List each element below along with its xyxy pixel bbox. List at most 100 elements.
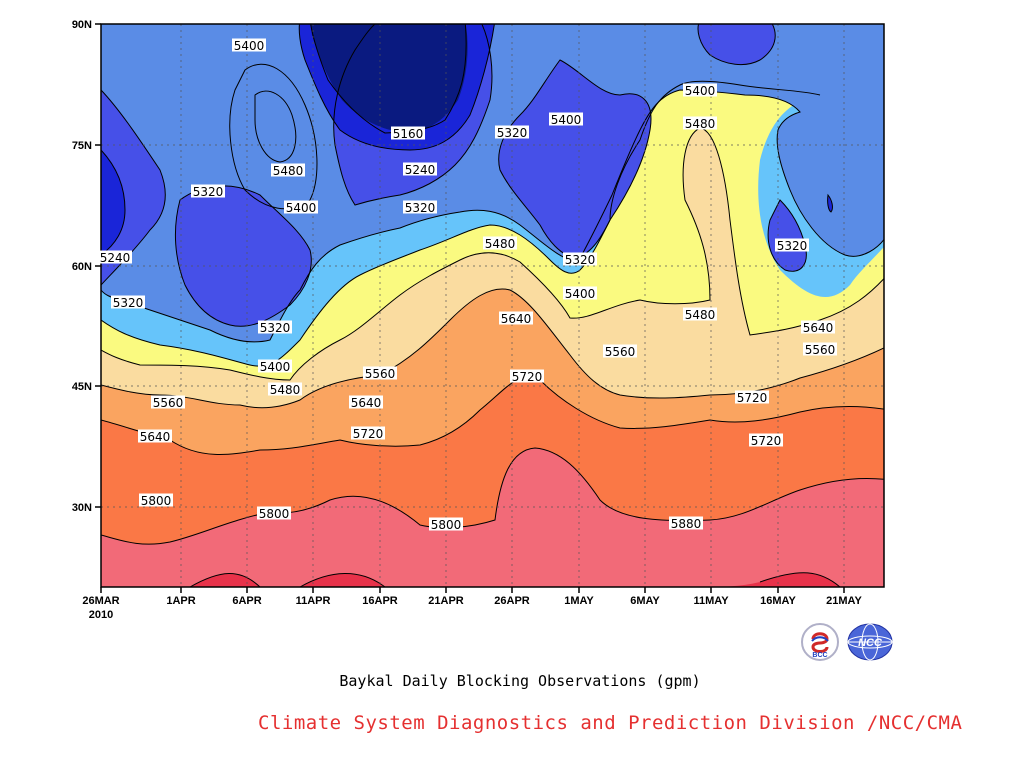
x-tick-label: 16MAY [760,595,796,607]
contour-label: 5480 [685,117,716,131]
contour-label: 5640 [501,312,532,326]
x-axis-labels: 26MAR 1APR 6APR 11APR 16APR 21APR 26APR … [82,595,862,621]
contour-label: 5320 [497,126,528,140]
bcc-logo: BCC [800,622,840,662]
bcc-logo-text: BCC [812,652,827,659]
contour-label-bg [268,382,302,396]
x-tick-label: 6APR [232,595,261,607]
contour-label: 5400 [685,84,716,98]
contour-label: 5320 [405,201,436,215]
contour-label-bg [563,286,597,300]
contour-label-bg [669,516,703,530]
x-tick-label: 21MAY [826,595,862,607]
contour-label-bg [803,342,837,356]
contour-label-bg [403,162,437,176]
contour-label-bg [563,252,597,266]
contour-label: 5560 [153,396,184,410]
contour-label: 5400 [551,113,582,127]
x-tick-label: 11MAY [693,595,729,607]
contour-label: 5320 [777,239,808,253]
contour-label-bg [191,184,225,198]
x-tick-label: 26MAR [82,595,119,607]
contour-5720 [101,376,884,455]
contour-label-bg [271,163,305,177]
contour-label: 5400 [260,360,291,374]
x-axis-ticks [100,587,845,593]
contour-label-bg [351,426,385,440]
contour-label-bg [98,250,132,264]
contour-label-bg [403,200,437,214]
y-tick-label: 30N [72,502,92,514]
y-tick-label: 75N [72,140,92,152]
contour-label-bg [735,390,769,404]
contour-label-bg [111,295,145,309]
contour-label-bg [232,38,266,52]
plot-frame [100,23,885,588]
contour-label: 5640 [351,396,382,410]
contour-label-bg [258,320,292,334]
contour-label: 5160 [393,127,424,141]
contour-label: 5560 [365,367,396,381]
contour-5800 [101,447,884,545]
contour-label-bg [510,369,544,383]
contour-label: 5720 [512,370,543,384]
x-tick-label: 21APR [428,595,464,607]
contour-label-bg [549,112,583,126]
contour-5880 [189,572,841,587]
contour-label: 5800 [431,518,462,532]
contour-label: 5720 [737,391,768,405]
x-tick-label: 16APR [362,595,398,607]
x-tick-label: 6MAY [630,595,660,607]
contour-label: 5560 [605,345,636,359]
contour-label: 5720 [751,434,782,448]
x-tick-label: 1MAY [564,595,594,607]
x-year-label: 2010 [89,609,113,621]
grid-lines [101,24,884,587]
contour-label-bg [683,83,717,97]
ncc-logo-text: NCC [858,637,883,649]
contour-label: 5480 [485,237,516,251]
x-tick-label: 26APR [494,595,530,607]
contour-label-bg [749,433,783,447]
x-tick-label: 11APR [296,595,331,607]
contour-5560 [101,127,884,381]
contour-label: 5800 [141,494,172,508]
contour-label: 5560 [805,343,836,357]
contour-label: 5640 [140,430,171,444]
band-5240-5320 [101,24,807,327]
credit-line: Climate System Diagnostics and Predictio… [258,712,963,734]
y-axis-labels: 90N 75N 60N 45N 30N [72,19,92,514]
contour-label: 5400 [565,287,596,301]
contour-label-bg [683,307,717,321]
ncc-logo: NCC [846,622,893,662]
y-tick-label: 45N [72,381,92,393]
contour-label: 5400 [286,201,317,215]
chart-title: Baykal Daily Blocking Observations (gpm) [339,672,701,690]
contour-label: 5800 [259,507,290,521]
contour-label-bg [683,116,717,130]
contour-label: 5320 [260,321,291,335]
contour-label: 5400 [234,39,265,53]
contour-label-bg [499,311,533,325]
contour-label-bg [391,126,425,140]
contour-label: 5640 [803,321,834,335]
y-tick-label: 60N [72,261,92,273]
contour-label: 5480 [270,383,301,397]
band-5160-5240 [101,24,833,255]
contour-label: 5880 [671,517,702,531]
contour-5160 [310,24,467,134]
y-axis-ticks [95,23,101,508]
contour-label: 5240 [100,251,131,265]
contour-label-bg [151,395,185,409]
contour-lines [101,24,884,587]
contour-label-bg [801,320,835,334]
filled-contour-bands [101,24,884,587]
contour-labels: 5400 5160 5320 5400 5400 5480 5240 5320 5400 5320… [98,38,837,532]
contour-label: 5720 [353,427,384,441]
contour-label-bg [483,236,517,250]
contour-label: 5320 [113,296,144,310]
contour-5240 [101,24,833,256]
contour-label-bg [284,200,318,214]
contour-5480 [101,80,821,367]
